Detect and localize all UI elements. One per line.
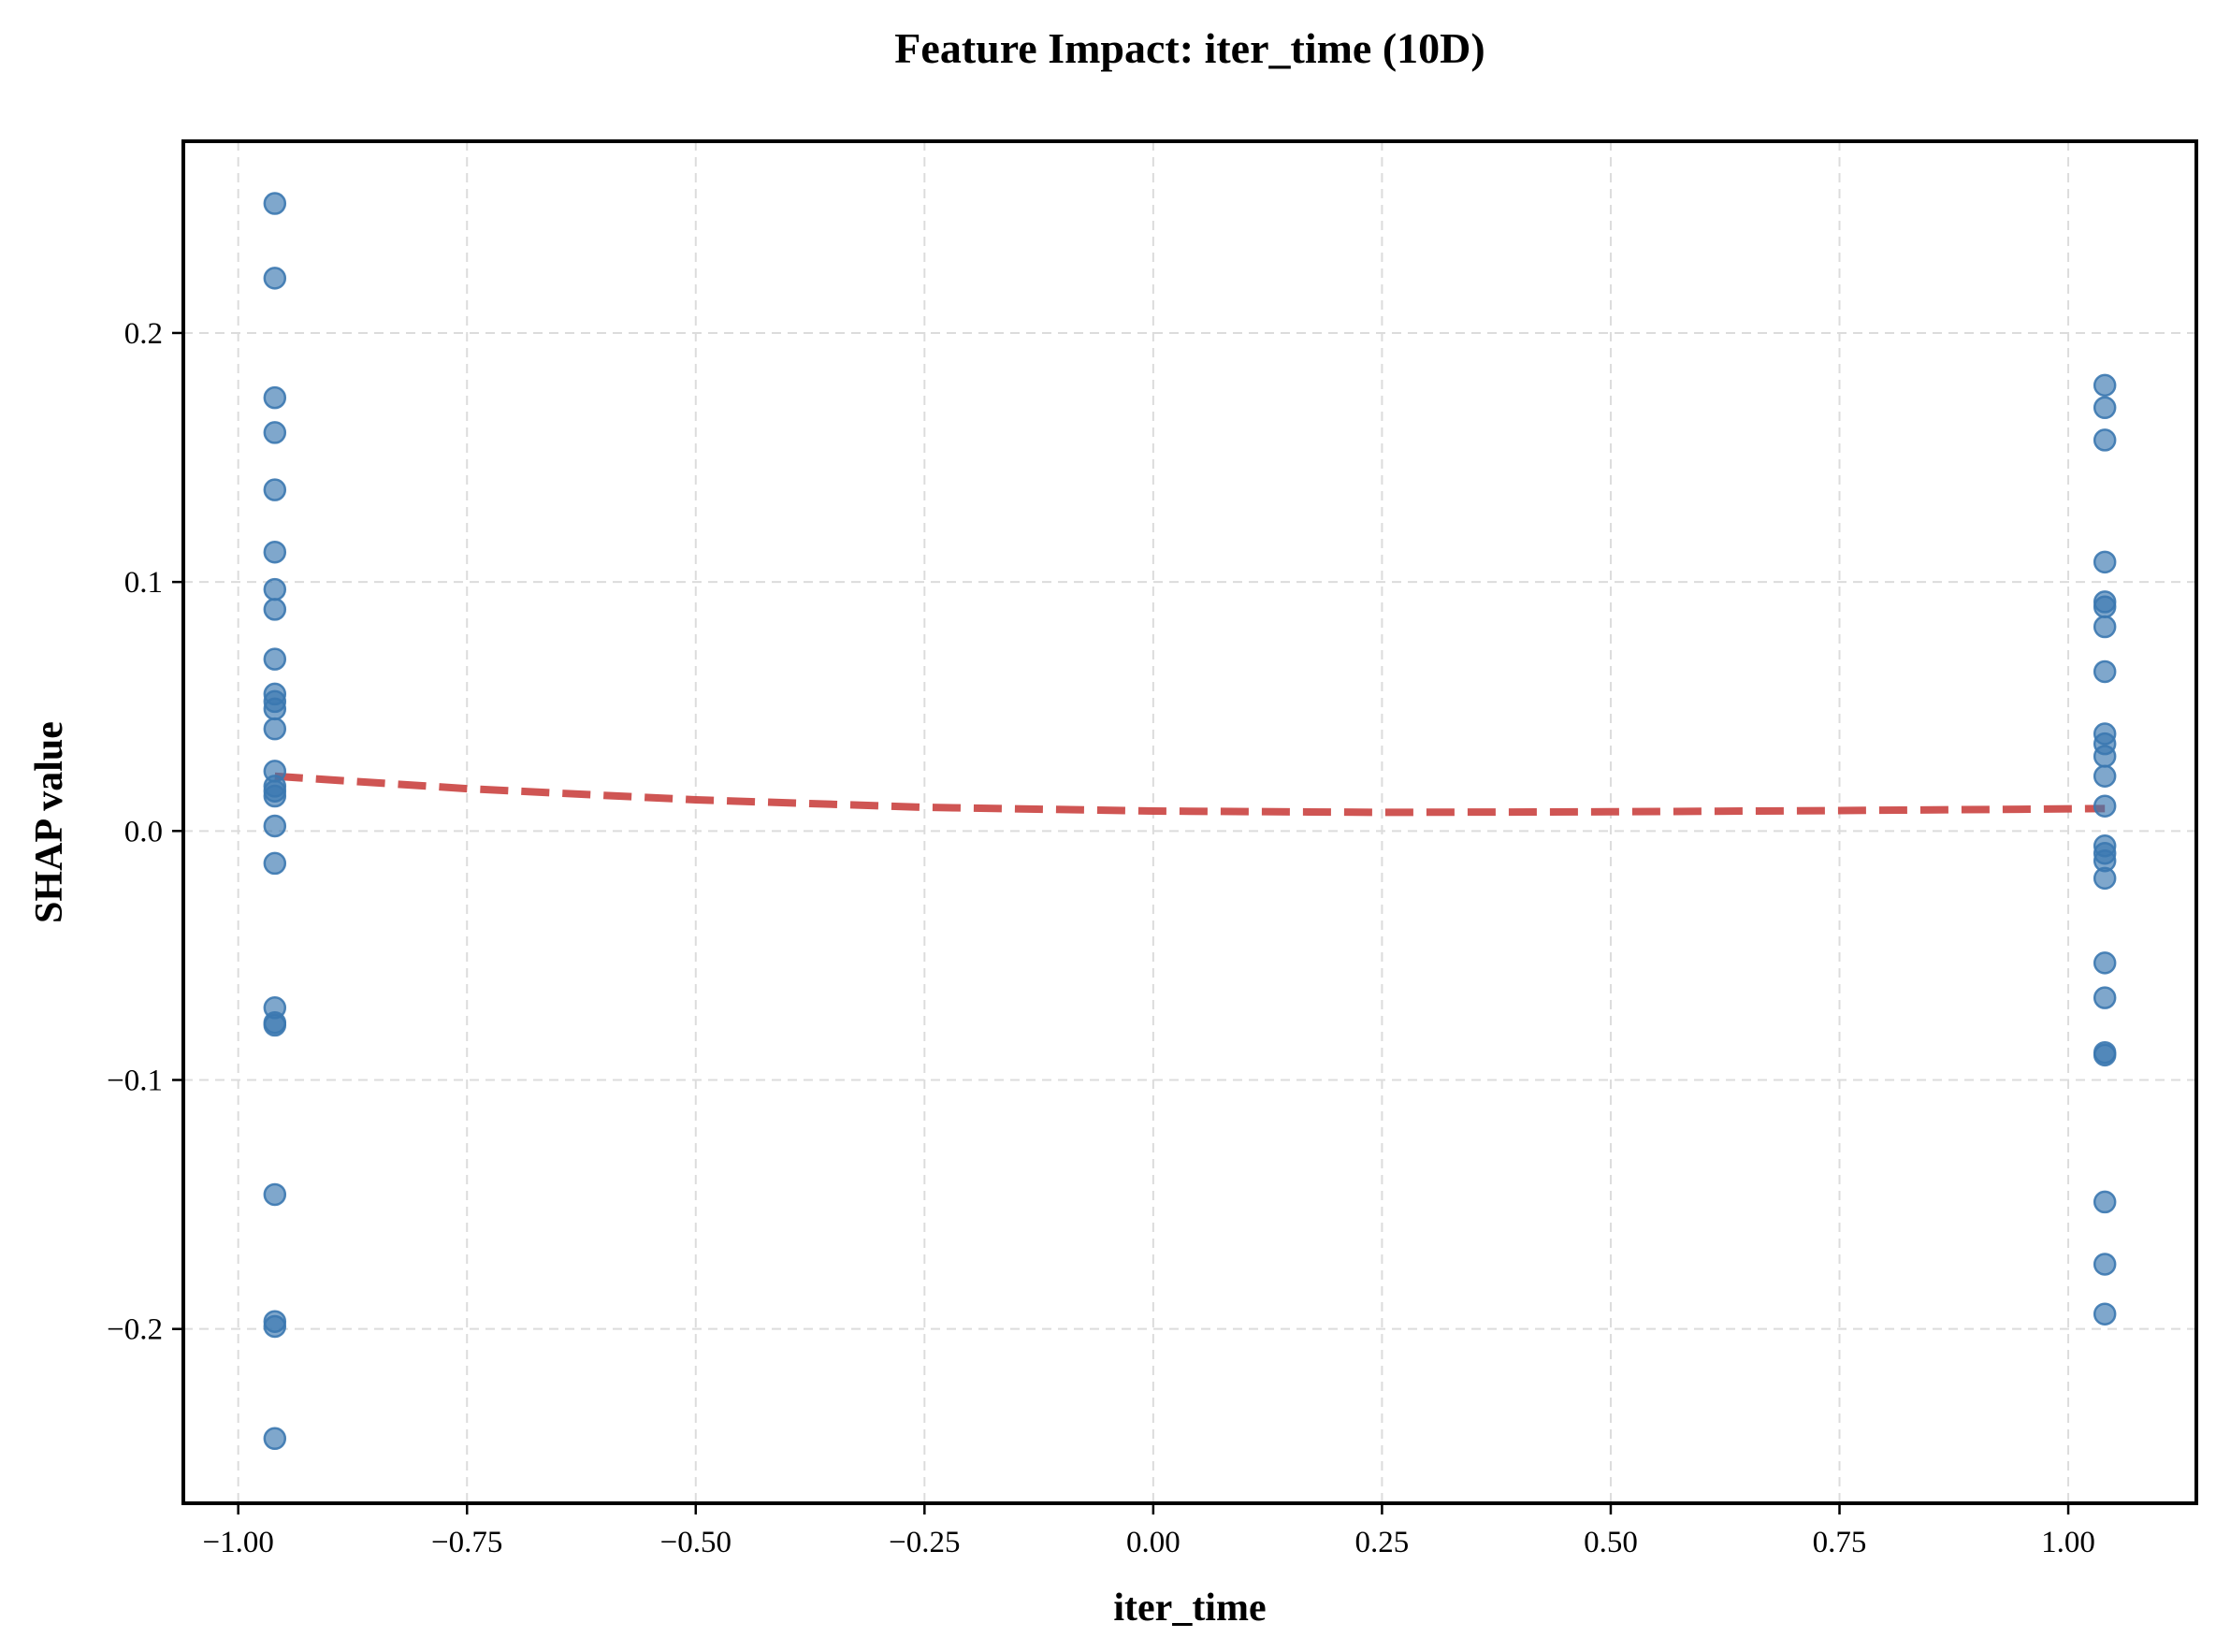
y-axis-ticks: −0.2 −0.1 0.0 0.1 0.2: [107, 317, 183, 1347]
y-axis-label: SHAP value: [28, 721, 71, 923]
scatter-point: [263, 577, 287, 601]
scatter-point: [2093, 615, 2117, 639]
scatter-point: [2093, 659, 2117, 684]
chart-title: Feature Impact: iter_time (10D): [894, 24, 1485, 72]
scatter-point: [263, 598, 287, 621]
y-tick-label: −0.2: [107, 1313, 163, 1347]
scatter-point: [2093, 866, 2117, 891]
y-tick-label: −0.1: [107, 1064, 163, 1097]
scatter-point: [263, 267, 287, 290]
scatter-point: [2093, 1302, 2117, 1326]
scatter-point: [263, 478, 287, 501]
trend-line-layer: [274, 772, 2106, 817]
scatter-point: [263, 851, 287, 876]
scatter-point: [2093, 794, 2117, 818]
y-tick-label: 0.1: [124, 566, 163, 600]
scatter-point: [263, 1182, 287, 1207]
scatter-point: [263, 540, 287, 564]
y-tick-label: 0.2: [124, 317, 163, 351]
x-tick-label: 0.75: [1813, 1526, 1867, 1559]
x-tick-label: 0.25: [1355, 1526, 1410, 1559]
x-axis-ticks: −1.00 −0.75 −0.50 −0.25 0.00 0.25 0.50 0.75 1.00: [203, 1503, 2095, 1559]
x-axis-label: iter_time: [1113, 1587, 1266, 1630]
scatter-point: [263, 697, 287, 721]
scatter-point: [2093, 1253, 2117, 1276]
x-tick-label: 0.00: [1126, 1526, 1180, 1559]
scatter-point: [2093, 745, 2117, 768]
scatter-point: [263, 421, 287, 444]
x-tick-label: −0.50: [660, 1526, 731, 1559]
scatter-point: [263, 814, 287, 838]
scatter-point: [2093, 550, 2117, 574]
scatter-point: [263, 192, 287, 215]
scatter-point: [263, 784, 287, 808]
grid: [183, 141, 2196, 1503]
x-tick-label: −0.25: [889, 1526, 960, 1559]
scatter-point: [263, 385, 287, 410]
scatter-point: [2093, 986, 2117, 1009]
plot-area-frame: [181, 139, 2198, 1505]
scatter-point: [2093, 373, 2117, 398]
scatter-point: [263, 1314, 287, 1339]
scatter-point: [2093, 428, 2117, 452]
scatter-point: [263, 1427, 287, 1451]
y-tick-label: 0.0: [124, 815, 163, 848]
scatter-point: [263, 1013, 287, 1037]
scatter-point: [2093, 951, 2117, 975]
points-layer: [263, 192, 2117, 1451]
scatter-point: [2093, 1190, 2117, 1214]
scatter-point: [2093, 764, 2117, 789]
scatter-point: [2093, 396, 2117, 420]
trend-line: [274, 772, 2106, 817]
x-tick-label: −0.75: [431, 1526, 502, 1559]
scatter-point: [2093, 1043, 2117, 1067]
x-tick-label: 0.50: [1584, 1526, 1638, 1559]
scatter-point: [263, 717, 287, 741]
scatter-point: [2093, 595, 2117, 619]
x-tick-label: 1.00: [2041, 1526, 2095, 1559]
x-tick-label: −1.00: [203, 1526, 274, 1559]
scatter-point: [263, 647, 287, 671]
